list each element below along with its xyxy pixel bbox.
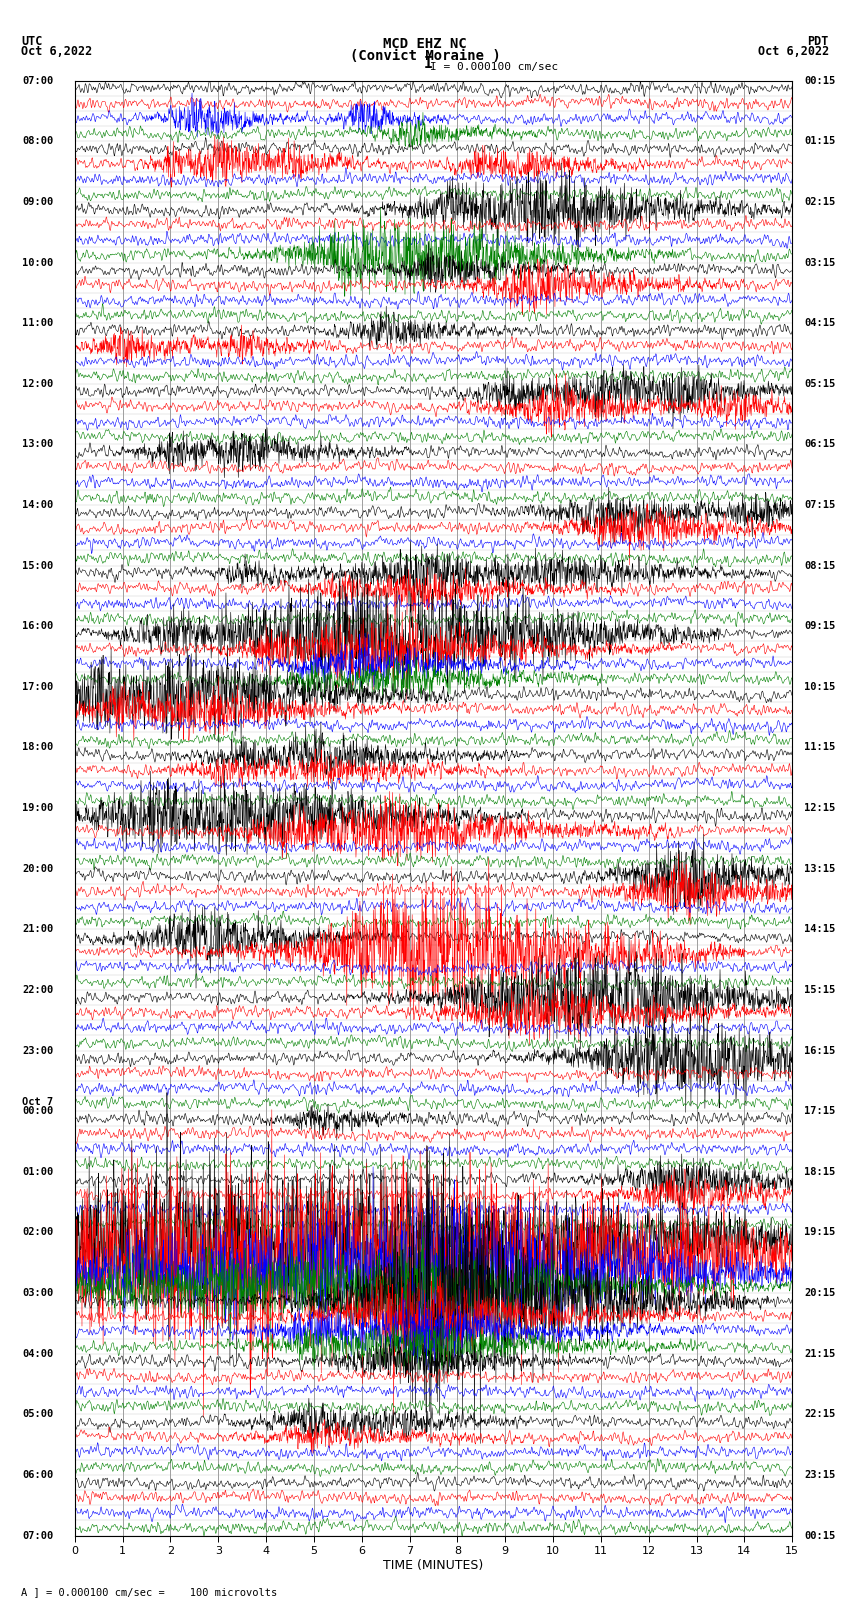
Text: 02:00: 02:00 (22, 1227, 54, 1237)
Text: I = 0.000100 cm/sec: I = 0.000100 cm/sec (430, 61, 558, 71)
Text: 03:15: 03:15 (804, 258, 836, 268)
Text: 02:15: 02:15 (804, 197, 836, 206)
Text: 00:15: 00:15 (804, 76, 836, 85)
Text: PDT: PDT (808, 35, 829, 48)
Text: MCD EHZ NC: MCD EHZ NC (383, 37, 467, 50)
Text: I: I (423, 56, 433, 71)
Text: 00:15: 00:15 (804, 1531, 836, 1540)
Text: 19:00: 19:00 (22, 803, 54, 813)
Text: 18:00: 18:00 (22, 742, 54, 753)
Text: 10:00: 10:00 (22, 258, 54, 268)
Text: 21:15: 21:15 (804, 1348, 836, 1358)
Text: 21:00: 21:00 (22, 924, 54, 934)
Text: 23:15: 23:15 (804, 1469, 836, 1481)
Text: A ] = 0.000100 cm/sec =    100 microvolts: A ] = 0.000100 cm/sec = 100 microvolts (21, 1587, 277, 1597)
Text: 07:00: 07:00 (22, 1531, 54, 1540)
Text: 12:15: 12:15 (804, 803, 836, 813)
Text: 01:15: 01:15 (804, 135, 836, 147)
Text: 01:00: 01:00 (22, 1166, 54, 1177)
Text: 07:15: 07:15 (804, 500, 836, 510)
Text: 08:00: 08:00 (22, 135, 54, 147)
Text: Oct 7: Oct 7 (22, 1097, 54, 1107)
Text: 00:00: 00:00 (22, 1107, 54, 1116)
Text: 18:15: 18:15 (804, 1166, 836, 1177)
Text: 19:15: 19:15 (804, 1227, 836, 1237)
Text: 20:00: 20:00 (22, 863, 54, 874)
Text: 23:00: 23:00 (22, 1045, 54, 1055)
Text: 15:00: 15:00 (22, 561, 54, 571)
Text: 13:00: 13:00 (22, 439, 54, 450)
Text: 11:15: 11:15 (804, 742, 836, 753)
Text: 14:00: 14:00 (22, 500, 54, 510)
Text: 14:15: 14:15 (804, 924, 836, 934)
Text: 11:00: 11:00 (22, 318, 54, 327)
Text: (Convict Moraine ): (Convict Moraine ) (349, 48, 501, 63)
Text: 20:15: 20:15 (804, 1289, 836, 1298)
Text: 07:00: 07:00 (22, 76, 54, 85)
Text: 15:15: 15:15 (804, 986, 836, 995)
Text: 05:15: 05:15 (804, 379, 836, 389)
Text: 22:00: 22:00 (22, 986, 54, 995)
X-axis label: TIME (MINUTES): TIME (MINUTES) (383, 1558, 484, 1571)
Text: 17:00: 17:00 (22, 682, 54, 692)
Text: 06:00: 06:00 (22, 1469, 54, 1481)
Text: 22:15: 22:15 (804, 1410, 836, 1419)
Text: 12:00: 12:00 (22, 379, 54, 389)
Text: 08:15: 08:15 (804, 561, 836, 571)
Text: Oct 6,2022: Oct 6,2022 (21, 45, 93, 58)
Text: 13:15: 13:15 (804, 863, 836, 874)
Text: 03:00: 03:00 (22, 1289, 54, 1298)
Text: 17:15: 17:15 (804, 1107, 836, 1116)
Text: 16:15: 16:15 (804, 1045, 836, 1055)
Text: 06:15: 06:15 (804, 439, 836, 450)
Text: Oct 6,2022: Oct 6,2022 (757, 45, 829, 58)
Text: 09:15: 09:15 (804, 621, 836, 631)
Text: 05:00: 05:00 (22, 1410, 54, 1419)
Text: 09:00: 09:00 (22, 197, 54, 206)
Text: 16:00: 16:00 (22, 621, 54, 631)
Text: 04:15: 04:15 (804, 318, 836, 327)
Text: UTC: UTC (21, 35, 42, 48)
Text: 10:15: 10:15 (804, 682, 836, 692)
Text: 04:00: 04:00 (22, 1348, 54, 1358)
